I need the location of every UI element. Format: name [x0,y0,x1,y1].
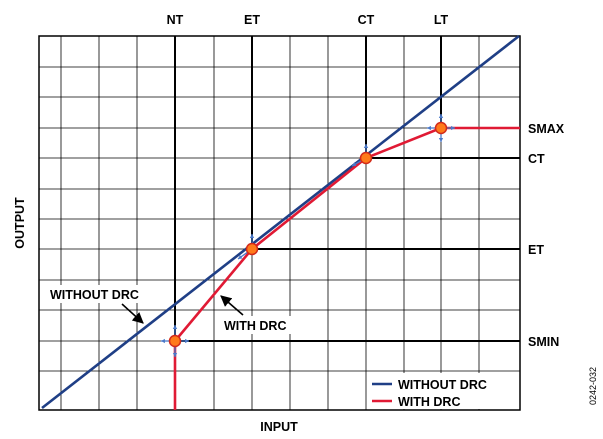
label-lt-top: LT [434,13,449,27]
annotation-without-bg [47,285,151,303]
figure-id: 0242-032 [588,367,598,405]
knee-points [168,121,448,348]
label-et-right: ET [528,243,544,257]
label-smin-right: SMIN [528,335,559,349]
annotation-without-drc: WITHOUT DRC [50,288,139,302]
knee-point-ct [359,151,373,165]
legend-bg [368,373,518,409]
x-axis-label: INPUT [260,420,298,434]
label-smax-right: SMAX [528,122,565,136]
label-nt-top: NT [167,13,184,27]
knee-point-et [245,242,259,256]
label-ct-right: CT [528,152,545,166]
annotation-without-arrow [121,303,144,324]
annotation-with-arrow [220,295,244,316]
label-et-top: ET [244,13,260,27]
label-ct-top: CT [358,13,375,27]
y-axis-label: OUTPUT [13,197,27,249]
knee-point-smax [434,121,448,135]
legend: WITHOUT DRC WITH DRC [368,373,518,409]
annotation-with-bg [221,316,303,334]
without-drc-line [41,34,520,410]
annotation-with-drc: WITH DRC [224,319,287,333]
legend-label-without-drc: WITHOUT DRC [398,378,487,392]
knee-point-smin [168,334,182,348]
legend-label-with-drc: WITH DRC [398,395,461,409]
